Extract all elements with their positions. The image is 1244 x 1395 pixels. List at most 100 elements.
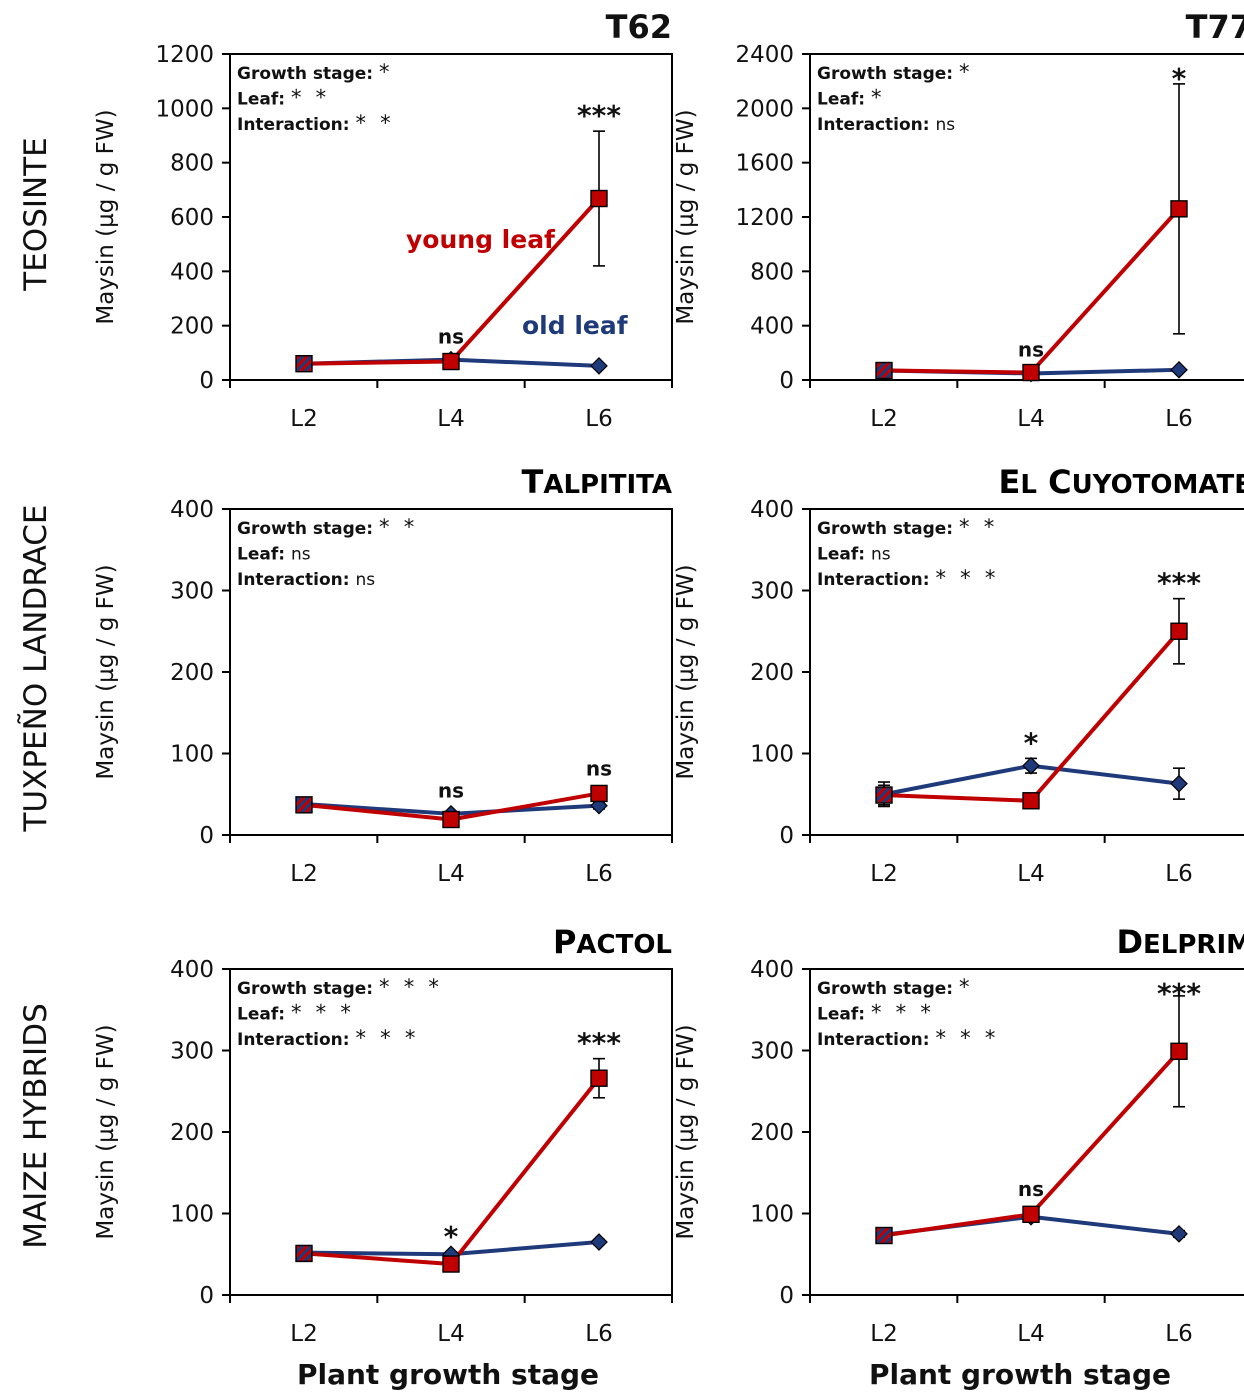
- young-leaf-point: [442, 1255, 460, 1273]
- stat-line: Leaf: * * *: [817, 1001, 936, 1025]
- young-leaf-point: [295, 1244, 313, 1263]
- stat-line: Interaction: ns: [817, 115, 955, 135]
- young-leaf-point: [295, 796, 313, 814]
- y-tick-label: 0: [779, 823, 794, 849]
- significance-label: *: [444, 1220, 459, 1253]
- old-leaf-point: [590, 357, 608, 375]
- stat-line: Interaction: ns: [237, 570, 375, 590]
- stat-line: Growth stage: *: [817, 975, 975, 999]
- panel-talpitita: Maysin (µg / g FW) 0 100 200 300 400 L2 L4 L6 TAL…: [93, 463, 673, 887]
- y-tick-label: 1000: [155, 96, 214, 122]
- y-tick-label: 0: [199, 823, 214, 849]
- x-axis-title-right: Plant growth stage: [868, 1358, 1172, 1391]
- panel-t62: Maysin (µg / g FW) 0 200 400 600 800 1000 1200 L…: [93, 8, 673, 432]
- panel-t77: Maysin (µg / g FW) 0 400 800 1200 1600 2000 240…: [673, 8, 1244, 432]
- significance-label: ***: [577, 1027, 621, 1060]
- y-tick-label: 2000: [735, 96, 794, 122]
- y-tick-label: 0: [199, 368, 214, 394]
- x-tick-label: L4: [437, 1321, 464, 1347]
- y-tick-label: 300: [170, 579, 214, 605]
- row-label-maize-hybrids: MAIZE HYBRIDS: [18, 1003, 54, 1249]
- x-tick-label: L4: [437, 861, 464, 887]
- y-tick-label: 200: [750, 660, 794, 686]
- young-leaf-point: [442, 810, 460, 829]
- significance-label: ***: [1157, 567, 1201, 600]
- stat-line: Interaction: * *: [237, 111, 396, 135]
- y-tick-label: 100: [750, 1202, 794, 1228]
- y-axis-title: Maysin (µg / g FW): [93, 109, 119, 324]
- y-tick-label: 0: [779, 368, 794, 394]
- y-tick-label: 800: [750, 259, 794, 285]
- y-tick-label: 0: [199, 1283, 214, 1309]
- y-axis-title: Maysin (µg / g FW): [93, 564, 119, 779]
- x-tick-label: L6: [585, 406, 612, 432]
- young-leaf-point: [1022, 363, 1040, 382]
- stat-line: Growth stage: * * *: [237, 975, 444, 999]
- young-leaf-point: [442, 352, 460, 371]
- young-leaf-point: [1022, 1205, 1040, 1224]
- young-leaf-point: [1170, 622, 1188, 640]
- y-tick-label: 200: [170, 314, 214, 340]
- x-tick-label: L2: [870, 406, 897, 432]
- y-tick-label: 200: [170, 660, 214, 686]
- chart-title: PACTOL: [553, 923, 672, 961]
- stat-line: Leaf: * * *: [237, 1001, 356, 1025]
- y-tick-label: 1200: [155, 42, 214, 68]
- x-tick-label: L4: [437, 406, 464, 432]
- stat-line: Growth stage: *: [817, 60, 975, 84]
- row-label-tuxpeno-landrace: TUXPEÑO LANDRACE: [18, 504, 54, 832]
- old-leaf-point: [1170, 774, 1188, 793]
- stat-line: Leaf: ns: [817, 545, 891, 565]
- significance-label: ns: [1018, 1177, 1044, 1201]
- stat-line: Growth stage: *: [237, 60, 395, 84]
- young-leaf-point: [590, 189, 608, 208]
- y-tick-label: 100: [170, 1202, 214, 1228]
- y-tick-label: 100: [170, 742, 214, 768]
- y-axis-title: Maysin (µg / g FW): [93, 1024, 119, 1239]
- y-tick-label: 400: [170, 259, 214, 285]
- stat-line: Leaf: *: [817, 86, 886, 110]
- young-leaf-point: [1022, 792, 1040, 810]
- y-tick-label: 800: [170, 151, 214, 177]
- old-leaf-point: [590, 1233, 608, 1251]
- significance-label: *: [1172, 62, 1187, 95]
- y-axis-title: Maysin (µg / g FW): [673, 109, 699, 324]
- panel-delprim: Maysin (µg / g FW) 0 100 200 300 400 L2 L4 L6 DEL…: [673, 923, 1244, 1347]
- panel-pactol: Maysin (µg / g FW) 0 100 200 300 400 L2 L4 L6 PAC…: [93, 923, 673, 1347]
- young-leaf-point: [1170, 1042, 1188, 1061]
- young-leaf-point: [1170, 200, 1188, 218]
- chart-title: EL CUYOTOMATE: [999, 463, 1244, 501]
- x-axis-title-left: Plant growth stage: [296, 1358, 600, 1391]
- x-tick-label: L2: [870, 1321, 897, 1347]
- x-tick-label: L4: [1017, 1321, 1044, 1347]
- stat-line: Growth stage: * *: [237, 515, 419, 539]
- legend-label-young-leaf: young leaf: [406, 225, 556, 254]
- y-axis-title: Maysin (µg / g FW): [673, 564, 699, 779]
- significance-label: ***: [577, 99, 621, 132]
- x-tick-label: L2: [870, 861, 897, 887]
- y-tick-label: 300: [750, 579, 794, 605]
- y-tick-label: 400: [170, 957, 214, 983]
- significance-label: ns: [438, 778, 464, 802]
- stat-line: Interaction: * * *: [817, 566, 1000, 590]
- x-tick-label: L4: [1017, 406, 1044, 432]
- y-tick-label: 2400: [735, 42, 794, 68]
- significance-label: *: [1024, 726, 1039, 759]
- x-tick-label: L6: [585, 1321, 612, 1347]
- y-tick-label: 400: [750, 497, 794, 523]
- x-tick-label: L2: [290, 406, 317, 432]
- significance-label: ***: [1157, 977, 1201, 1010]
- y-tick-label: 100: [750, 742, 794, 768]
- y-tick-label: 0: [779, 1283, 794, 1309]
- x-tick-label: L6: [1165, 1321, 1192, 1347]
- y-tick-label: 600: [170, 205, 214, 231]
- chart-title: T77: [1186, 8, 1244, 46]
- young-leaf-point: [875, 361, 893, 380]
- young-leaf-line: [883, 629, 1181, 803]
- panel-el-cuyotomate: Maysin (µg / g FW) 0 100 200 300 400 L2 L4 L6 EL …: [673, 463, 1244, 887]
- y-tick-label: 400: [750, 314, 794, 340]
- y-tick-label: 1200: [735, 205, 794, 231]
- y-tick-label: 300: [750, 1039, 794, 1065]
- stat-line: Interaction: * * *: [817, 1026, 1000, 1050]
